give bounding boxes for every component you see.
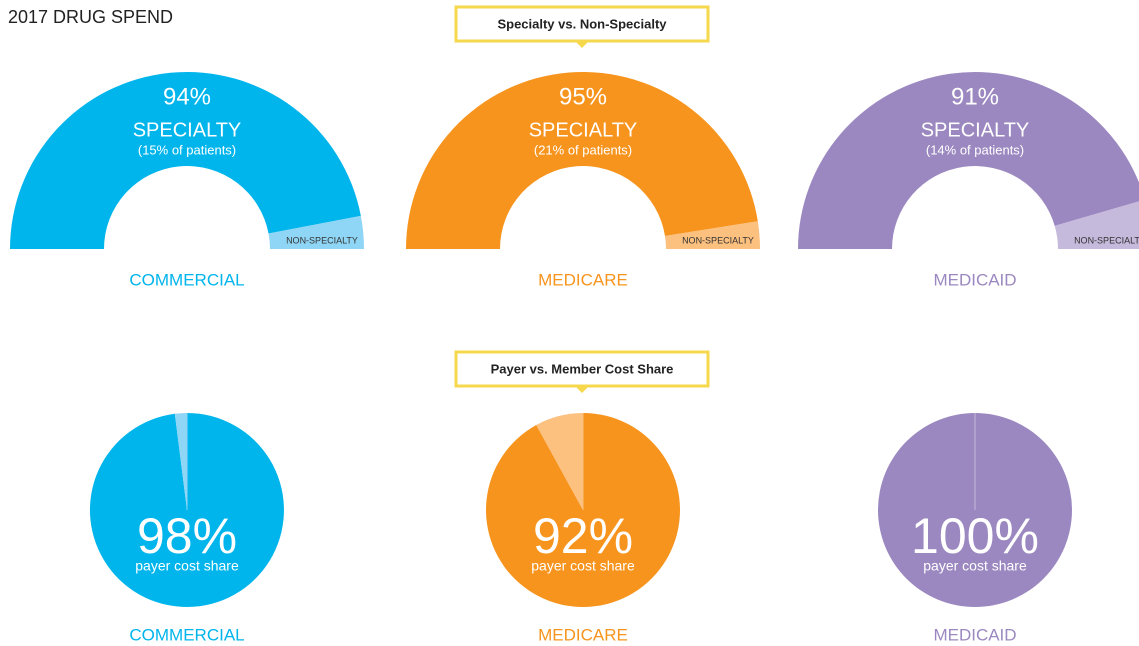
slice bbox=[664, 221, 760, 249]
section-box: Specialty vs. Non-Specialty bbox=[454, 5, 710, 48]
slice bbox=[1054, 201, 1139, 249]
annotation: (15% of patients) bbox=[138, 142, 236, 157]
chart-title: MEDICAID bbox=[933, 625, 1016, 644]
series-label: payer cost share bbox=[923, 558, 1027, 574]
chart-title: MEDICARE bbox=[538, 270, 628, 289]
slice bbox=[10, 72, 361, 249]
annotation: (21% of patients) bbox=[534, 142, 632, 157]
slice bbox=[798, 72, 1139, 249]
slice bbox=[268, 215, 364, 249]
annotation: (14% of patients) bbox=[926, 142, 1024, 157]
slice bbox=[406, 72, 758, 249]
category-label: NON-SPECIALTY bbox=[682, 235, 754, 245]
series-label: payer cost share bbox=[135, 558, 239, 574]
section-box: Payer vs. Member Cost Share bbox=[454, 350, 710, 393]
category-label: NON-SPECIALTY bbox=[286, 235, 358, 245]
category-label: NON-SPECIALTY bbox=[1074, 235, 1139, 245]
slice bbox=[174, 413, 187, 510]
page-title: 2017 DRUG SPEND bbox=[8, 7, 173, 27]
chart-title: COMMERCIAL bbox=[129, 625, 244, 644]
category-label: SPECIALTY bbox=[133, 119, 242, 141]
value-label: 91% bbox=[951, 83, 999, 110]
chart-title: MEDICAID bbox=[933, 270, 1016, 289]
section-label: Payer vs. Member Cost Share bbox=[491, 361, 674, 376]
slice bbox=[486, 413, 681, 608]
value-label: 95% bbox=[559, 83, 607, 110]
value-label: 92% bbox=[533, 508, 633, 564]
slice bbox=[536, 413, 583, 510]
chart-title: COMMERCIAL bbox=[129, 270, 244, 289]
category-label: SPECIALTY bbox=[529, 119, 638, 141]
series-label: payer cost share bbox=[531, 558, 635, 574]
value-label: 94% bbox=[163, 83, 211, 110]
value-label: 100% bbox=[911, 508, 1039, 564]
category-label: SPECIALTY bbox=[921, 119, 1030, 141]
value-label: 98% bbox=[137, 508, 237, 564]
chart-title: MEDICARE bbox=[538, 625, 628, 644]
section-label: Specialty vs. Non-Specialty bbox=[497, 16, 667, 31]
